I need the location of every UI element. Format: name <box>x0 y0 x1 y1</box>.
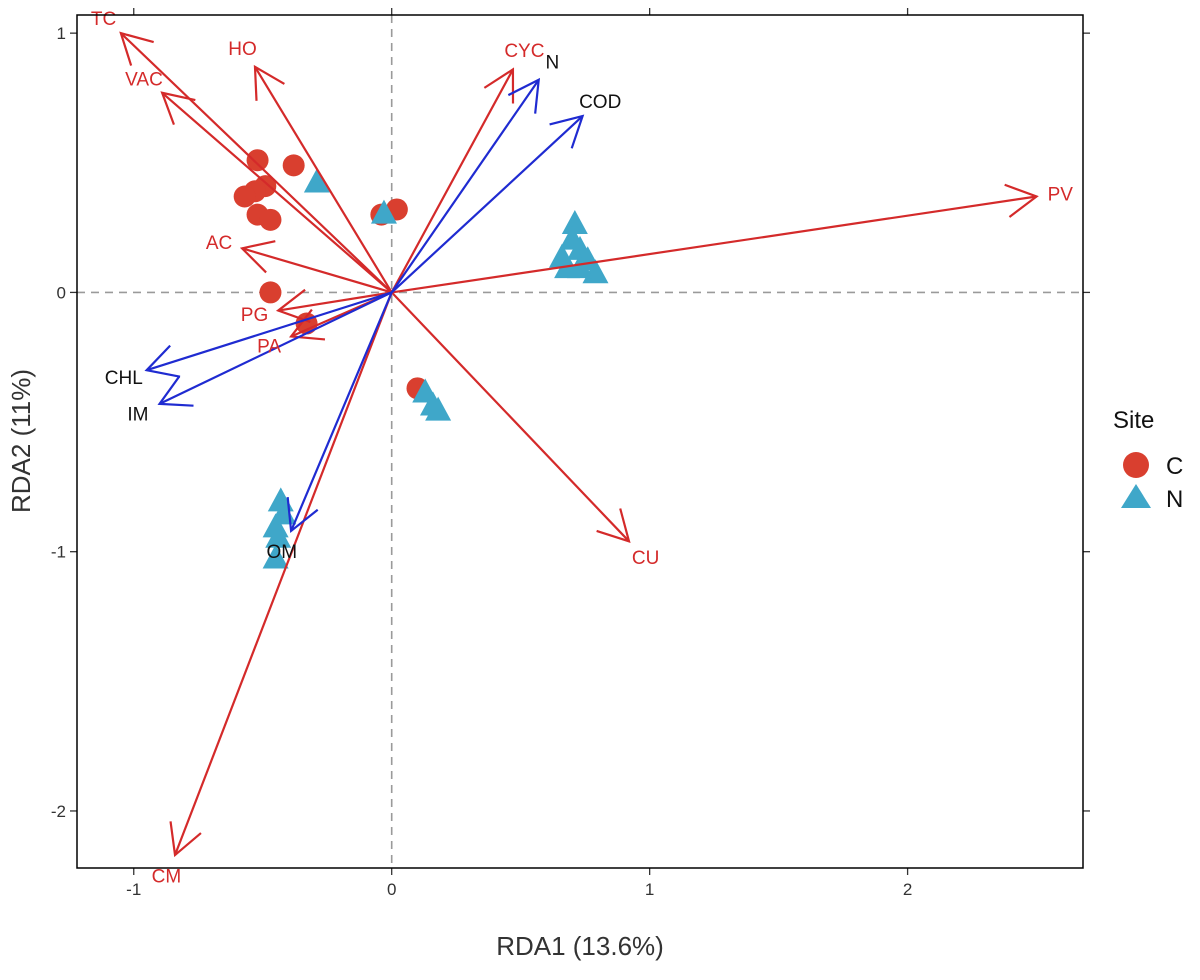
arrow-n <box>390 79 540 294</box>
arrowhead-pg <box>275 288 311 323</box>
arrow-label-cyc: CYC <box>504 41 544 62</box>
site-points <box>233 149 609 569</box>
biplot-arrow-labels: TC VAC HO CYC PV AC PG PA CU CM N COD CHL IM OM <box>91 9 1073 888</box>
y-axis-title: RDA2 (11%) <box>6 369 36 513</box>
arrow-label-im: IM <box>127 404 148 425</box>
arrow-label-pg: PG <box>241 305 268 326</box>
y-tick-label: 0 <box>57 283 66 302</box>
arrow-label-om: OM <box>266 542 297 563</box>
site-point-n <box>561 210 588 235</box>
y-tick-label: -1 <box>51 543 66 562</box>
y-tick-label: 1 <box>57 24 66 43</box>
x-tick-label: -1 <box>126 880 141 899</box>
axis-ticks: -1 0 1 2 -2 -1 0 1 <box>51 8 1090 899</box>
arrow-label-cm: CM <box>152 867 182 888</box>
site-point-n <box>265 523 292 548</box>
arrowhead-n <box>507 77 541 114</box>
arrow-om <box>290 291 393 532</box>
site-point-c <box>246 149 269 172</box>
arrow-im <box>159 291 393 405</box>
arrow-label-vac: VAC <box>125 69 163 90</box>
site-point-n <box>425 396 452 421</box>
legend: Site C N <box>1113 407 1183 513</box>
site-point-n <box>370 199 397 224</box>
arrow-pv <box>391 195 1037 294</box>
arrow-cod <box>390 115 584 294</box>
arrow-label-n: N <box>546 53 560 74</box>
x-tick-label: 1 <box>645 880 654 899</box>
arrow-label-ho: HO <box>228 39 257 60</box>
arrow-cyc <box>390 68 514 293</box>
arrow-cu <box>390 291 630 543</box>
arrow-cm <box>173 292 393 856</box>
site-point-c <box>259 281 282 304</box>
site-point-c <box>259 208 282 231</box>
legend-label-n: N <box>1166 486 1183 513</box>
arrow-label-tc: TC <box>91 9 116 30</box>
site-point-n <box>262 544 289 569</box>
x-axis-title: RDA1 (13.6%) <box>496 931 664 961</box>
legend-triangle-marker <box>1121 484 1151 508</box>
biplot-arrows <box>119 31 1039 858</box>
arrowhead-ho <box>253 64 285 101</box>
arrow-ac <box>241 247 393 294</box>
x-tick-label: 0 <box>387 880 396 899</box>
arrowhead-vac <box>160 91 196 126</box>
site-point-n <box>567 254 593 279</box>
arrowhead-cyc <box>483 67 515 104</box>
arrowhead-cu <box>596 508 631 543</box>
site-point-c <box>282 154 305 177</box>
arrowhead-tc <box>119 31 154 66</box>
arrow-label-cu: CU <box>632 548 659 569</box>
site-point-c <box>233 185 256 208</box>
arrowhead-chl <box>144 344 181 378</box>
arrowhead-pa <box>288 308 326 341</box>
y-tick-label: -2 <box>51 802 66 821</box>
arrow-ho <box>254 66 393 293</box>
x-tick-label: 2 <box>903 880 912 899</box>
arrow-tc <box>120 32 393 294</box>
arrowhead-om <box>286 497 319 534</box>
arrow-label-pa: PA <box>257 336 281 357</box>
plot-panel-border <box>76 14 1084 869</box>
arrow-label-pv: PV <box>1048 184 1074 205</box>
arrowhead-im <box>157 375 194 407</box>
legend-title: Site <box>1113 407 1154 434</box>
legend-label-c: C <box>1166 453 1183 480</box>
arrow-vac <box>161 91 393 294</box>
arrow-label-chl: CHL <box>105 368 143 389</box>
arrowhead-ac <box>239 240 276 274</box>
arrow-label-ac: AC <box>206 233 232 254</box>
site-point-n <box>303 168 330 193</box>
arrowhead-cod <box>549 114 585 149</box>
zero-reference-lines <box>77 15 1083 868</box>
arrow-pg <box>278 291 392 312</box>
arrowhead-cm <box>169 821 202 858</box>
legend-circle-marker <box>1123 452 1149 478</box>
arrowhead-pv <box>1004 183 1039 218</box>
site-point-n <box>267 487 294 512</box>
arrow-chl <box>146 291 393 372</box>
arrow-label-cod: COD <box>579 92 621 113</box>
